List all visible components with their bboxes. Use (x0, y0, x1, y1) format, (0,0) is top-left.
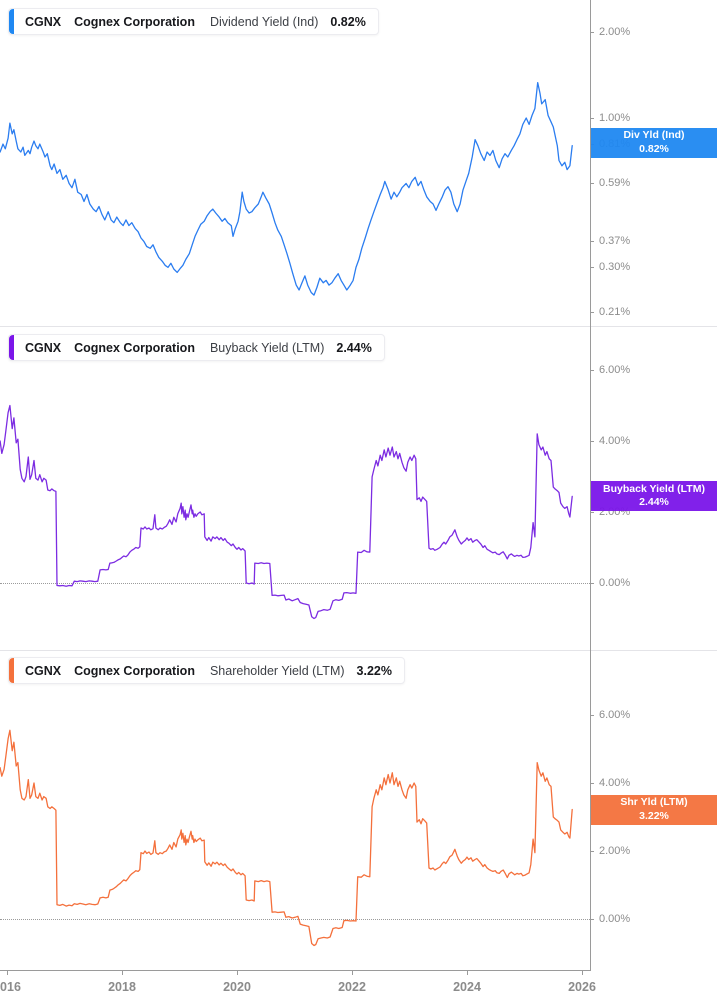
y-tick-mark (590, 441, 594, 442)
y-tick-label: 4.00% (599, 435, 631, 447)
x-tick-mark (467, 970, 468, 975)
badge-label: Buyback Yield (LTM) (603, 482, 705, 495)
company-name: Cognex Corporation (74, 663, 195, 678)
metric-value: 2.44% (336, 340, 372, 355)
legend-accent-bar (9, 658, 14, 683)
y-tick-mark (590, 851, 594, 852)
y-tick-label: 6.00% (599, 709, 631, 721)
y-tick-mark (590, 267, 594, 269)
y-tick-label: 0.21% (599, 305, 631, 318)
x-tick-mark (122, 970, 123, 975)
y-tick-mark (590, 512, 594, 513)
x-tick-label-year: 2024 (453, 980, 481, 994)
company-name: Cognex Corporation (74, 14, 195, 29)
x-tick-label-year: 2026 (568, 980, 596, 994)
last-value-badge-div-yld: Div Yld (Ind) 0.82% (591, 127, 717, 158)
last-value-badge-shr-yld: Shr Yld (LTM) 3.22% (591, 794, 717, 825)
right-axis-line (590, 0, 591, 970)
x-tick-mark (7, 970, 8, 975)
legend-dividend-yield[interactable]: CGNX Cognex Corporation Dividend Yield (… (8, 8, 379, 35)
metric-name: Buyback Yield (LTM) (209, 340, 325, 355)
zero-line (0, 583, 590, 584)
panel-divider (0, 326, 717, 327)
metric-value: 0.82% (330, 14, 366, 29)
y-tick-label: 6.00% (599, 364, 631, 376)
y-tick-mark (590, 241, 594, 243)
y-tick-label: 0.00% (599, 913, 631, 925)
y-tick-mark (590, 370, 594, 371)
ticker-symbol: CGNX (25, 663, 62, 678)
company-name: Cognex Corporation (74, 340, 195, 355)
metric-value: 3.22% (356, 663, 392, 678)
x-tick-mark (237, 970, 238, 975)
series-line-1 (0, 404, 573, 620)
x-tick-label-year: 2020 (223, 980, 251, 994)
badge-value: 3.22% (639, 809, 669, 822)
y-tick-mark (590, 783, 594, 784)
y-tick-mark (590, 919, 594, 920)
series-line-0 (0, 81, 573, 296)
legend-shareholder-yield[interactable]: CGNX Cognex Corporation Shareholder Yiel… (8, 657, 405, 684)
ticker-symbol: CGNX (25, 340, 62, 355)
zero-line (0, 919, 590, 920)
y-tick-label: 2.00% (599, 26, 631, 38)
y-tick-label: 4.00% (599, 777, 631, 789)
y-tick-mark (590, 583, 594, 584)
series-line-2 (0, 729, 573, 947)
y-tick-label: 2.00% (599, 845, 631, 857)
bottom-axis-line (0, 970, 591, 971)
last-value-badge-buyback-yld: Buyback Yield (LTM) 2.44% (591, 481, 717, 512)
badge-value: 0.82% (639, 142, 669, 155)
x-tick-label-year: 2016 (0, 980, 21, 994)
y-tick-mark (590, 118, 594, 119)
y-tick-mark (590, 183, 594, 185)
x-tick-label-year: 2018 (108, 980, 136, 994)
x-tick-mark (352, 970, 353, 975)
x-tick-label-year: 2022 (338, 980, 366, 994)
badge-label: Div Yld (Ind) (623, 128, 685, 141)
line-chart-plot (0, 81, 573, 947)
legend-accent-bar (9, 9, 14, 34)
badge-value: 2.44% (639, 496, 669, 509)
metric-name: Shareholder Yield (LTM) (209, 663, 345, 678)
panel-divider (0, 650, 717, 651)
y-tick-label: 0.00% (599, 577, 631, 589)
y-tick-mark (590, 311, 594, 313)
ticker-symbol: CGNX (25, 14, 62, 29)
y-tick-label: 0.30% (599, 261, 631, 274)
y-tick-label: 1.00% (599, 112, 631, 124)
y-tick-mark (590, 32, 594, 33)
y-tick-mark (590, 715, 594, 716)
legend-buyback-yield[interactable]: CGNX Cognex Corporation Buyback Yield (L… (8, 334, 385, 361)
y-tick-label: 0.59% (599, 177, 631, 190)
legend-accent-bar (9, 335, 14, 360)
y-tick-label: 0.37% (599, 235, 631, 248)
x-tick-mark (582, 970, 583, 975)
metric-name: Dividend Yield (Ind) (209, 14, 319, 29)
badge-label: Shr Yld (LTM) (620, 795, 688, 808)
